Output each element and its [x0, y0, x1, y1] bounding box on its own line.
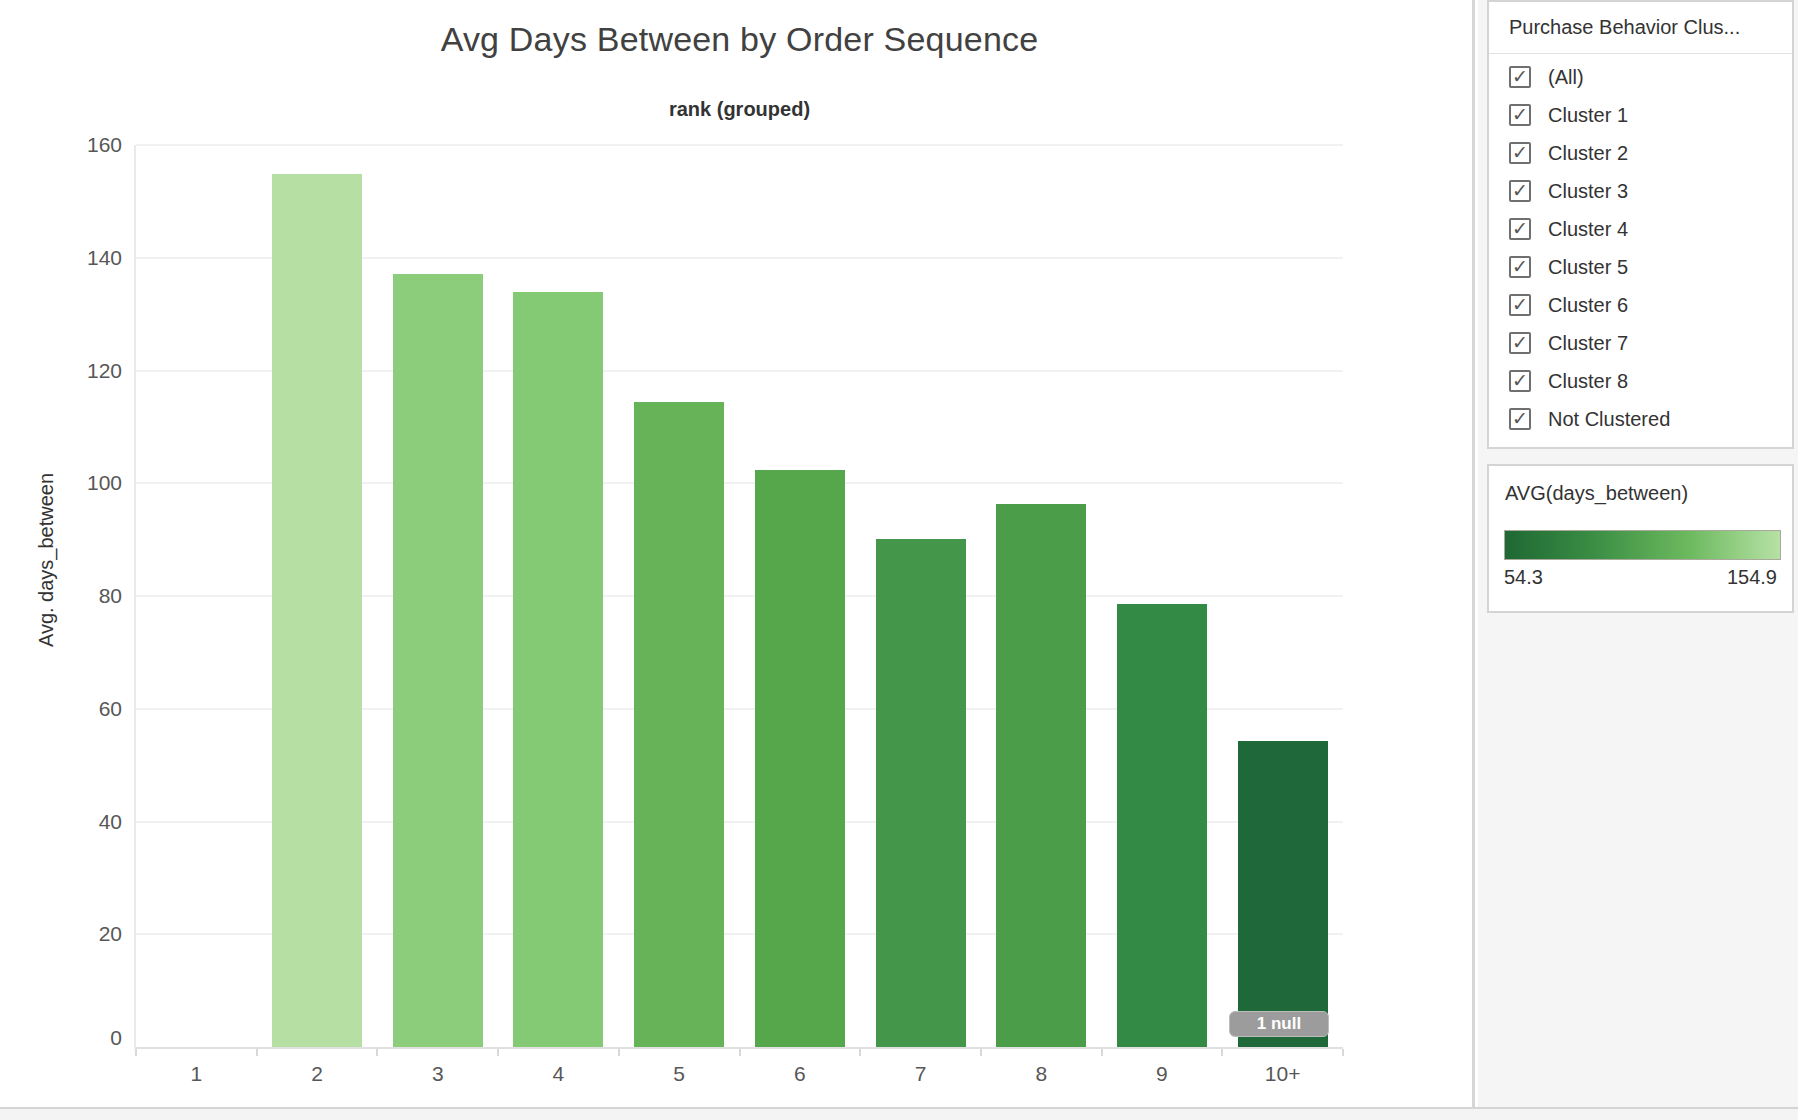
legend-min-label: 54.3 [1504, 566, 1543, 589]
x-category-label[interactable]: 7 [860, 1062, 981, 1086]
checkbox-checked[interactable]: ✓ [1509, 218, 1531, 240]
filter-item-label: Cluster 2 [1548, 142, 1628, 165]
filter-item[interactable]: ✓ Not Clustered [1489, 400, 1792, 438]
x-category-label[interactable]: 3 [377, 1062, 498, 1086]
y-tick-label: 20 [40, 922, 122, 946]
checkbox-checked[interactable]: ✓ [1509, 104, 1531, 126]
y-axis-title: Avg. days_between [35, 473, 58, 647]
y-tick-label: 40 [40, 810, 122, 834]
filter-item-label: Cluster 3 [1548, 180, 1628, 203]
bar[interactable] [1117, 604, 1207, 1047]
y-tick-label: 60 [40, 697, 122, 721]
checkbox-checked[interactable]: ✓ [1509, 294, 1531, 316]
checkbox-checked[interactable]: ✓ [1509, 408, 1531, 430]
filter-item-label: (All) [1548, 66, 1584, 89]
horizontal-scrollbar-track[interactable] [0, 1107, 1798, 1120]
checkbox-checked[interactable]: ✓ [1509, 332, 1531, 354]
color-gradient-bar [1504, 530, 1781, 560]
bar[interactable] [634, 402, 724, 1047]
x-axis-tick [256, 1049, 258, 1056]
y-tick-label: 140 [40, 246, 122, 270]
filter-item[interactable]: ✓ Cluster 1 [1489, 96, 1792, 134]
color-legend-range: 54.3 154.9 [1504, 566, 1777, 589]
filter-item-label: Cluster 4 [1548, 218, 1628, 241]
checkbox-checked[interactable]: ✓ [1509, 256, 1531, 278]
checkmark-icon: ✓ [1512, 257, 1528, 276]
filter-item-label: Cluster 6 [1548, 294, 1628, 317]
checkmark-icon: ✓ [1512, 143, 1528, 162]
checkmark-icon: ✓ [1512, 295, 1528, 314]
bar[interactable] [755, 470, 845, 1047]
color-legend-card: AVG(days_between) 54.3 154.9 [1487, 464, 1794, 613]
filter-item[interactable]: ✓ Cluster 6 [1489, 286, 1792, 324]
checkmark-icon: ✓ [1512, 105, 1528, 124]
chart-title: Avg Days Between by Order Sequence [136, 20, 1343, 59]
chart-card: Avg Days Between by Order Sequence rank … [0, 0, 1475, 1107]
y-tick-label: 160 [40, 133, 122, 157]
y-tick-label: 100 [40, 471, 122, 495]
y-axis-line [134, 145, 136, 1049]
x-axis-tick [497, 1049, 499, 1056]
x-category-label[interactable]: 9 [1102, 1062, 1223, 1086]
bar[interactable] [393, 274, 483, 1047]
filter-item[interactable]: ✓ Cluster 3 [1489, 172, 1792, 210]
checkbox-checked[interactable]: ✓ [1509, 370, 1531, 392]
checkmark-icon: ✓ [1512, 219, 1528, 238]
bar[interactable] [996, 504, 1086, 1047]
x-category-label[interactable]: 8 [981, 1062, 1102, 1086]
bar[interactable] [272, 174, 362, 1047]
y-tick-label: 80 [40, 584, 122, 608]
checkmark-icon: ✓ [1512, 181, 1528, 200]
x-axis-tick [618, 1049, 620, 1056]
filter-item[interactable]: ✓ Cluster 2 [1489, 134, 1792, 172]
checkmark-icon: ✓ [1512, 333, 1528, 352]
x-category-label[interactable]: 6 [740, 1062, 861, 1086]
y-tick-label: 0 [40, 1026, 122, 1050]
x-category-label[interactable]: 2 [257, 1062, 378, 1086]
x-category-label[interactable]: 10+ [1222, 1062, 1343, 1086]
bar[interactable] [1238, 741, 1328, 1047]
x-axis-tick [980, 1049, 982, 1056]
right-rail: Purchase Behavior Clus... ✓ (All) ✓ Cluster… [1478, 0, 1798, 1107]
column-field-label: rank (grouped) [136, 98, 1343, 121]
gridline [136, 144, 1343, 146]
bar[interactable] [513, 292, 603, 1047]
filter-item[interactable]: ✓ Cluster 8 [1489, 362, 1792, 400]
x-axis-tick [135, 1049, 137, 1056]
checkmark-icon: ✓ [1512, 371, 1528, 390]
filter-item[interactable]: ✓ (All) [1489, 58, 1792, 96]
x-axis-tick [376, 1049, 378, 1056]
filter-card: Purchase Behavior Clus... ✓ (All) ✓ Cluster… [1487, 0, 1794, 449]
checkmark-icon: ✓ [1512, 67, 1528, 86]
x-category-label[interactable]: 4 [498, 1062, 619, 1086]
x-axis-tick [1221, 1049, 1223, 1056]
checkmark-icon: ✓ [1512, 409, 1528, 428]
filter-item-label: Not Clustered [1548, 408, 1670, 431]
null-indicator-badge[interactable]: 1 null [1229, 1011, 1329, 1037]
tableau-dashboard: Avg Days Between by Order Sequence rank … [0, 0, 1798, 1120]
filter-item[interactable]: ✓ Cluster 7 [1489, 324, 1792, 362]
filter-list: ✓ (All) ✓ Cluster 1 ✓ Cluster 2 ✓ Cluster 3 ✓ Clu… [1489, 54, 1792, 438]
color-legend-title: AVG(days_between) [1489, 466, 1792, 505]
x-axis-tick [739, 1049, 741, 1056]
x-category-label[interactable]: 1 [136, 1062, 257, 1086]
legend-max-label: 154.9 [1727, 566, 1777, 589]
x-axis-tick [859, 1049, 861, 1056]
bar[interactable] [876, 539, 966, 1047]
x-category-label[interactable]: 5 [619, 1062, 740, 1086]
filter-item-label: Cluster 8 [1548, 370, 1628, 393]
filter-item[interactable]: ✓ Cluster 4 [1489, 210, 1792, 248]
filter-title: Purchase Behavior Clus... [1489, 2, 1792, 54]
checkbox-checked[interactable]: ✓ [1509, 142, 1531, 164]
x-axis-tick [1101, 1049, 1103, 1056]
filter-item-label: Cluster 1 [1548, 104, 1628, 127]
filter-item-label: Cluster 7 [1548, 332, 1628, 355]
filter-item-label: Cluster 5 [1548, 256, 1628, 279]
y-tick-label: 120 [40, 359, 122, 383]
filter-item[interactable]: ✓ Cluster 5 [1489, 248, 1792, 286]
x-axis-tick [1342, 1049, 1344, 1056]
checkbox-checked[interactable]: ✓ [1509, 180, 1531, 202]
checkbox-checked[interactable]: ✓ [1509, 66, 1531, 88]
